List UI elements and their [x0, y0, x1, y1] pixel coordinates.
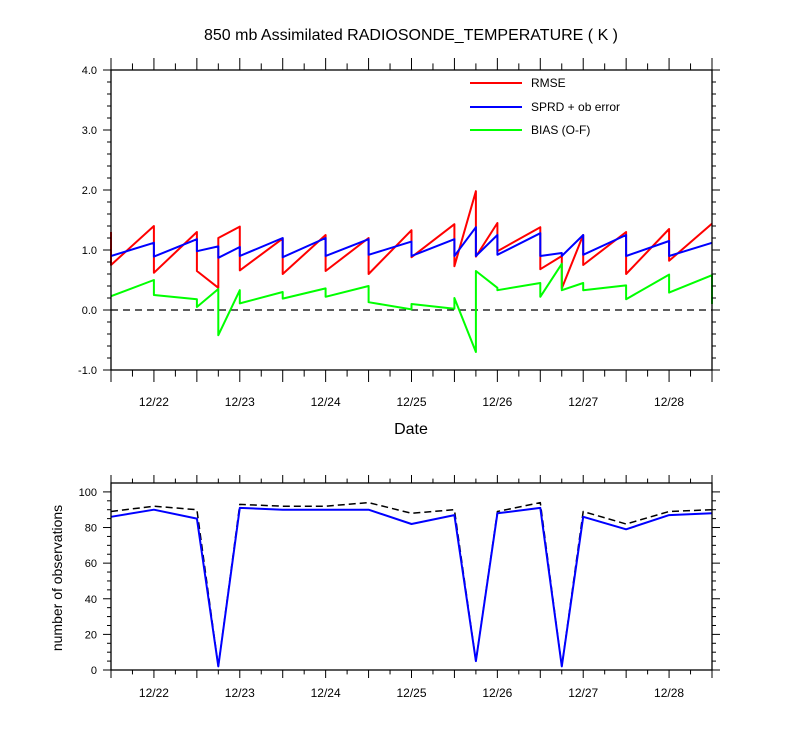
bottom-ytick-label: 40: [85, 594, 97, 606]
top-xtick-label: 12/22: [139, 395, 169, 409]
x-axis-title: Date: [394, 421, 428, 438]
bottom-ytick-label: 80: [85, 523, 97, 535]
top-ytick-label: -1.0: [78, 365, 97, 377]
bottom-ytick-label: 100: [79, 487, 97, 499]
bottom-xtick-label: 12/24: [311, 686, 341, 700]
top-xtick-label: 12/28: [654, 395, 684, 409]
top-series-sprd-ob-error: [110, 226, 713, 259]
top-ytick-label: 4.0: [82, 65, 97, 77]
legend-label-bias: BIAS (O-F): [531, 123, 590, 137]
bottom-plot: 0 20 40 60 80 100 12/22 12/23 12/24 12/25 12/26 12/…: [79, 475, 720, 700]
bottom-series-possible: [110, 501, 713, 668]
top-ytick-label: 2.0: [82, 185, 97, 197]
top-xtick-label: 12/27: [568, 395, 598, 409]
bottom-xtick-label: 12/25: [396, 686, 426, 700]
bottom-xtick-label: 12/26: [482, 686, 512, 700]
bottom-xtick-label: 12/28: [654, 686, 684, 700]
legend: RMSE SPRD + ob error BIAS (O-F): [470, 76, 620, 137]
top-xtick-label: 12/24: [311, 395, 341, 409]
top-xtick-label: 12/26: [482, 395, 512, 409]
bottom-xtick-label: 12/27: [568, 686, 598, 700]
top-plot: -1.0 0.0 1.0 2.0 3.0 4.0 12/22 12/23 12/24 12/25 1…: [78, 58, 720, 409]
top-xtick-label: 12/23: [225, 395, 255, 409]
top-ytick-label: 1.0: [82, 245, 97, 257]
bottom-ytick-label: 60: [85, 558, 97, 570]
bottom-ytick-label: 20: [85, 629, 97, 641]
bottom-plot-frame: [110, 482, 713, 671]
top-series-bias-o-f: [110, 262, 713, 353]
top-ytick-label: 3.0: [82, 125, 97, 137]
bottom-xtick-label: 12/23: [225, 686, 255, 700]
top-ytick-label: 0.0: [82, 305, 97, 317]
legend-label-sprd: SPRD + ob error: [531, 100, 620, 114]
top-xtick-label: 12/25: [396, 395, 426, 409]
legend-label-rmse: RMSE: [531, 76, 566, 90]
bottom-series-assimilated: [110, 506, 713, 668]
top-plot-frame: [110, 69, 713, 371]
y-axis-title-observations: number of observations: [49, 505, 65, 651]
chart-title: 850 mb Assimilated RADIOSONDE_TEMPERATUR…: [204, 27, 618, 44]
bottom-xtick-label: 12/22: [139, 686, 169, 700]
bottom-ytick-label: 0: [91, 665, 97, 677]
top-series-rmse: [110, 190, 713, 290]
